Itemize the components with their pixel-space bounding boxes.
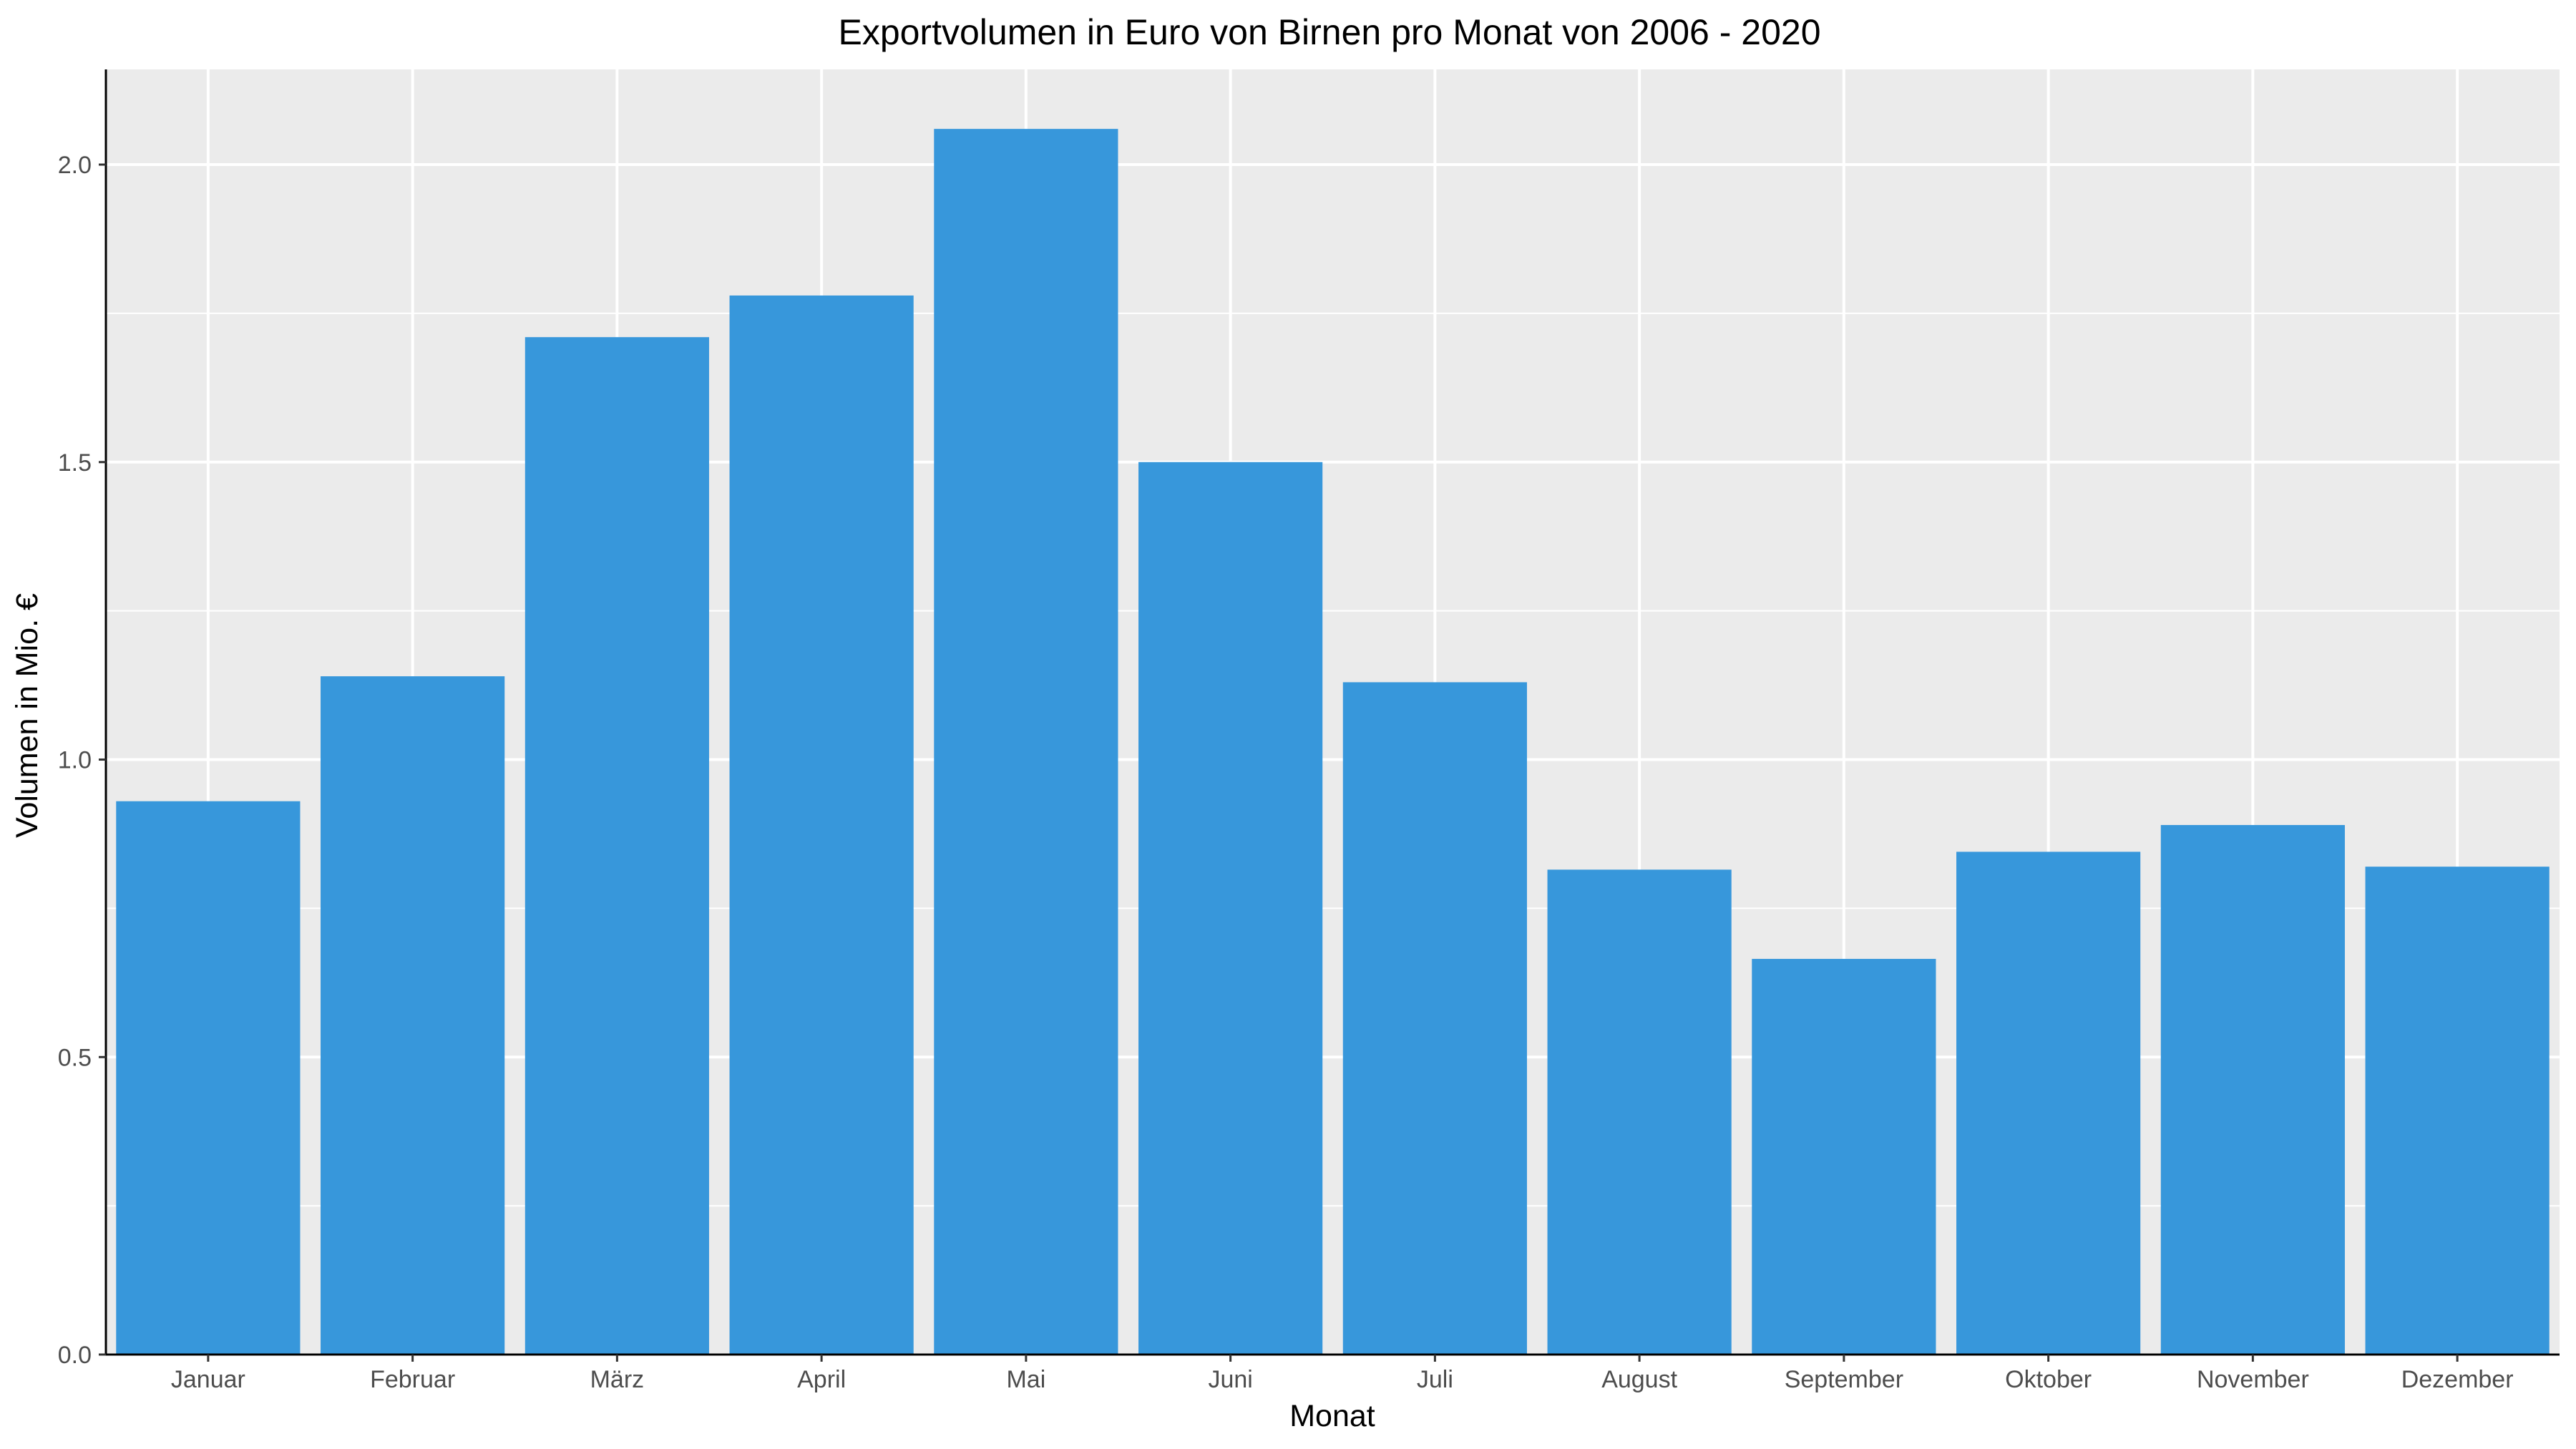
- x-tick-label: Mai: [1006, 1366, 1045, 1393]
- plot-panel: [106, 69, 2560, 1355]
- bar-november: [2160, 824, 2345, 1355]
- x-tick-label: Oktober: [2005, 1366, 2092, 1393]
- x-tick-label: August: [1601, 1366, 1677, 1393]
- bar-februar: [321, 676, 505, 1355]
- x-tick-label: Januar: [171, 1366, 245, 1393]
- x-tick-label: Februar: [370, 1366, 455, 1393]
- y-tick-label: 0.5: [58, 1044, 92, 1071]
- y-axis-ticks: 0.0 0.5 1.0 1.5 2.0: [58, 152, 106, 1369]
- x-tick-label: April: [797, 1366, 846, 1393]
- y-axis-title: Volumen in Mio. €: [10, 593, 44, 838]
- chart-title: Exportvolumen in Euro von Birnen pro Mon…: [838, 12, 1820, 52]
- x-tick-label: Dezember: [2401, 1366, 2514, 1393]
- x-tick-label: Juni: [1208, 1366, 1252, 1393]
- x-tick-label: September: [1785, 1366, 1903, 1393]
- minor-gridlines: [106, 312, 2560, 1207]
- x-axis-title: Monat: [1289, 1399, 1375, 1433]
- y-tick-label: 0.0: [58, 1342, 92, 1369]
- x-tick-label: März: [590, 1366, 645, 1393]
- bar-august: [1547, 869, 1732, 1355]
- bar-september: [1752, 959, 1936, 1355]
- bar-mai: [934, 129, 1118, 1355]
- y-tick-label: 1.5: [58, 449, 92, 477]
- bars: [116, 129, 2550, 1355]
- x-axis-ticks: Januar Februar März April Mai Juni Juli August S…: [171, 1355, 2514, 1393]
- y-tick-label: 1.0: [58, 747, 92, 774]
- bar-januar: [116, 801, 301, 1355]
- bar-dezember: [2365, 867, 2550, 1355]
- bar-juni: [1138, 462, 1323, 1355]
- bar-april: [729, 295, 914, 1355]
- bar-juli: [1342, 682, 1527, 1355]
- bar-oktober: [1956, 852, 2141, 1355]
- x-tick-label: November: [2197, 1366, 2309, 1393]
- y-tick-label: 2.0: [58, 152, 92, 179]
- x-tick-label: Juli: [1417, 1366, 1453, 1393]
- bar-märz: [525, 337, 709, 1355]
